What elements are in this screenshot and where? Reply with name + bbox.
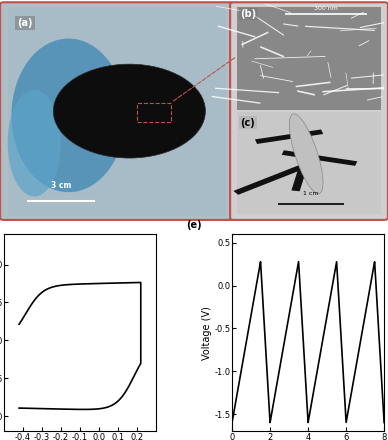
- Text: 1 cm: 1 cm: [303, 191, 319, 196]
- FancyBboxPatch shape: [230, 2, 388, 220]
- Bar: [8, 7, 226, 216]
- Ellipse shape: [12, 39, 126, 192]
- Y-axis label: Voltage (V): Voltage (V): [202, 306, 212, 359]
- Text: 3 cm: 3 cm: [51, 181, 71, 190]
- Text: (a): (a): [17, 18, 33, 28]
- FancyArrow shape: [282, 150, 357, 166]
- Bar: [237, 7, 381, 110]
- FancyArrow shape: [255, 129, 323, 144]
- FancyArrow shape: [291, 159, 310, 191]
- Bar: [137, 103, 171, 122]
- Text: (c): (c): [241, 117, 255, 128]
- FancyBboxPatch shape: [0, 2, 234, 220]
- Text: (b): (b): [241, 9, 256, 19]
- FancyArrow shape: [234, 164, 307, 195]
- Ellipse shape: [289, 114, 323, 194]
- Ellipse shape: [8, 90, 61, 196]
- Text: (e): (e): [186, 220, 202, 230]
- Bar: [237, 112, 381, 213]
- Ellipse shape: [53, 64, 205, 158]
- Text: 300 nm: 300 nm: [314, 6, 338, 11]
